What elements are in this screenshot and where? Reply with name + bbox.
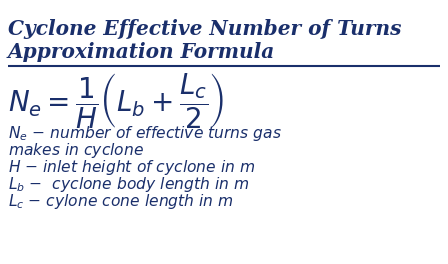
Text: $\mathbf{\mathit{N_e = \dfrac{1}{H} \left( L_b + \dfrac{L_c}{2} \right)}}$: $\mathbf{\mathit{N_e = \dfrac{1}{H} \lef… [8, 72, 224, 131]
Text: $\mathit{L_c}$ $\mathit{-}$ $\mathit{cylone\ cone\ length\ in\ m}$: $\mathit{L_c}$ $\mathit{-}$ $\mathit{cyl… [8, 192, 234, 211]
Text: $\mathit{makes\ in\ cyclone}$: $\mathit{makes\ in\ cyclone}$ [8, 141, 144, 160]
Text: $\mathit{H}$ $\mathit{-}$ $\mathit{inlet\ height\ of\ cyclone\ in\ m}$: $\mathit{H}$ $\mathit{-}$ $\mathit{inlet… [8, 158, 256, 177]
Text: $\mathit{N_e}$ $\mathit{-}$ $\mathit{number\ of\ effective\ turns\ gas}$: $\mathit{N_e}$ $\mathit{-}$ $\mathit{num… [8, 124, 282, 143]
Text: Approximation Formula: Approximation Formula [8, 42, 275, 62]
Text: Cyclone Effective Number of Turns: Cyclone Effective Number of Turns [8, 19, 401, 39]
Text: $\mathit{L_b}$ $\mathit{-\ \ cyclone\ body\ length\ in\ m}$: $\mathit{L_b}$ $\mathit{-\ \ cyclone\ bo… [8, 175, 250, 194]
